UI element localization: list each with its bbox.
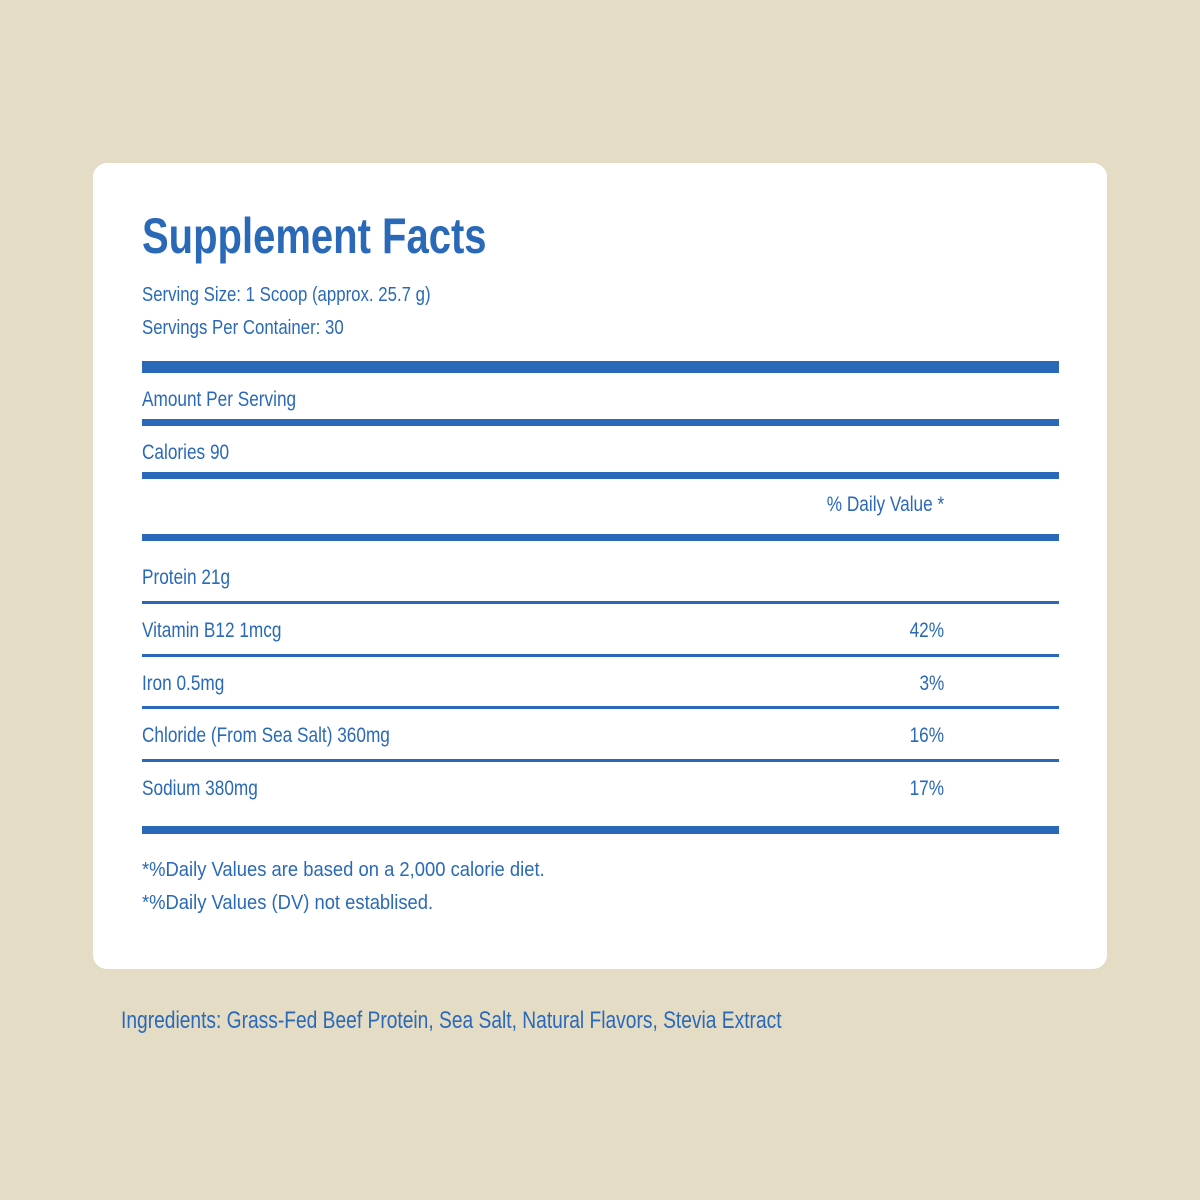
servings-per-container: Servings Per Container: 30 [142,317,344,339]
ingredients-list: Ingredients: Grass-Fed Beef Protein, Sea… [121,1007,782,1034]
nutrient-dv: 16% [909,724,944,747]
nutrient-name: Sodium 380mg [142,777,258,800]
divider-thick-bottom [142,826,1059,834]
divider-thick [142,361,1059,373]
footnote: *%Daily Values are based on a 2,000 calo… [142,859,545,881]
nutrient-name: Protein 21g [142,566,231,589]
calories: Calories 90 [142,441,230,464]
nutrient-name: Vitamin B12 1mcg [142,619,282,642]
divider-medium [142,472,1059,479]
nutrient-name: Chloride (From Sea Salt) 360mg [142,724,390,747]
divider-medium [142,419,1059,426]
label-title: Supplement Facts [142,208,487,264]
divider-thin [142,654,1059,657]
nutrient-dv: 17% [909,777,944,800]
supplement-facts-card: Supplement Facts Serving Size: 1 Scoop (… [93,163,1107,969]
footnote: *%Daily Values (DV) not establised. [142,892,434,914]
nutrient-name: Iron 0.5mg [142,672,225,695]
daily-value-header: % Daily Value * [826,493,944,516]
serving-size: Serving Size: 1 Scoop (approx. 25.7 g) [142,284,431,306]
divider-medium [142,534,1059,541]
divider-thin [142,601,1059,604]
divider-thin [142,706,1059,709]
nutrient-dv: 42% [909,619,944,642]
amount-per-serving: Amount Per Serving [142,388,297,411]
nutrient-dv: 3% [919,672,944,695]
divider-thin [142,759,1059,762]
